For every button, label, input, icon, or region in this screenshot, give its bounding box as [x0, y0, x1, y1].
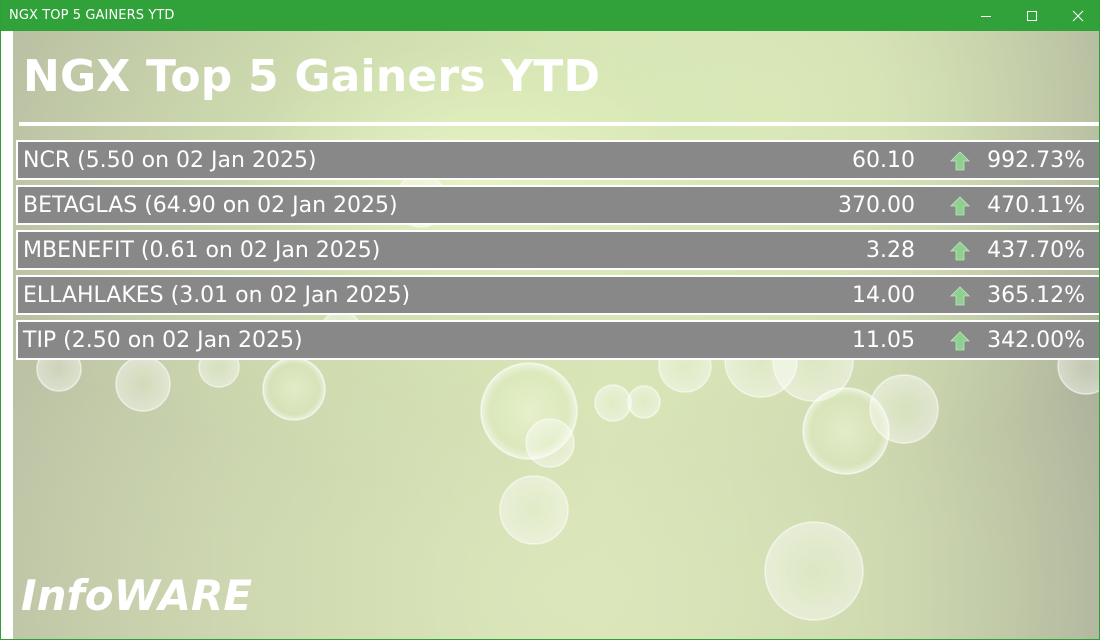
- stock-label: NCR (5.50 on 02 Jan 2025): [23, 148, 317, 173]
- minimize-button[interactable]: [963, 0, 1009, 31]
- left-accent-strip: [1, 31, 13, 639]
- stock-price: 14.00: [852, 283, 915, 308]
- list-item-gainer[interactable]: BETAGLAS (64.90 on 02 Jan 2025) 370.00 4…: [16, 185, 1099, 225]
- stock-price: 370.00: [838, 193, 915, 218]
- percent-change: 992.73%: [987, 148, 1085, 173]
- percent-change: 365.12%: [987, 283, 1085, 308]
- stock-label: ELLAHLAKES (3.01 on 02 Jan 2025): [23, 283, 411, 308]
- close-icon: [1072, 10, 1084, 21]
- stock-price: 11.05: [852, 328, 915, 353]
- list-item-gainer[interactable]: NCR (5.50 on 02 Jan 2025) 60.10 992.73%: [16, 140, 1099, 180]
- up-arrow-icon: [950, 151, 970, 171]
- percent-change: 437.70%: [987, 238, 1085, 263]
- up-arrow-icon: [950, 241, 970, 261]
- brand-logo: InfoWARE: [21, 571, 253, 620]
- minimize-icon: [981, 15, 991, 17]
- window-title: NGX TOP 5 GAINERS YTD: [9, 8, 175, 23]
- page-title: NGX Top 5 Gainers YTD: [23, 51, 601, 102]
- maximize-icon: [1027, 10, 1037, 21]
- stock-label: TIP (2.50 on 02 Jan 2025): [23, 328, 303, 353]
- stock-label: MBENEFIT (0.61 on 02 Jan 2025): [23, 238, 381, 263]
- title-bar[interactable]: NGX TOP 5 GAINERS YTD: [1, 0, 1099, 31]
- up-arrow-icon: [950, 286, 970, 306]
- percent-change: 342.00%: [987, 328, 1085, 353]
- list-item-gainer[interactable]: TIP (2.50 on 02 Jan 2025) 11.05 342.00%: [16, 320, 1099, 360]
- stock-price: 3.28: [866, 238, 915, 263]
- close-button[interactable]: [1055, 0, 1099, 31]
- gainers-list: NCR (5.50 on 02 Jan 2025) 60.10 992.73% …: [16, 140, 1099, 365]
- main-content: NGX Top 5 Gainers YTD NCR (5.50 on 02 Ja…: [1, 31, 1099, 639]
- up-arrow-icon: [950, 331, 970, 351]
- stock-label: BETAGLAS (64.90 on 02 Jan 2025): [23, 193, 398, 218]
- stock-price: 60.10: [852, 148, 915, 173]
- title-divider: [19, 122, 1099, 126]
- list-item-gainer[interactable]: MBENEFIT (0.61 on 02 Jan 2025) 3.28 437.…: [16, 230, 1099, 270]
- list-item-gainer[interactable]: ELLAHLAKES (3.01 on 02 Jan 2025) 14.00 3…: [16, 275, 1099, 315]
- up-arrow-icon: [950, 196, 970, 216]
- maximize-button[interactable]: [1009, 0, 1055, 31]
- percent-change: 470.11%: [987, 193, 1085, 218]
